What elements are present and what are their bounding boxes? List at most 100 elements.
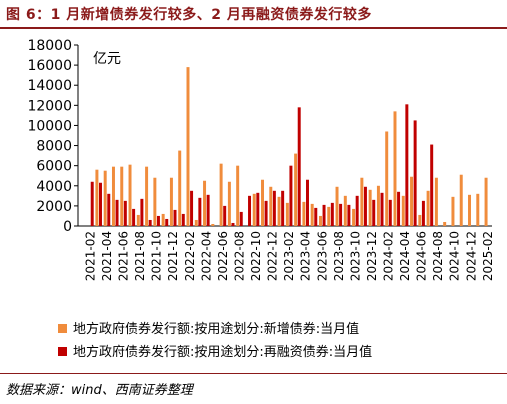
bar-new-bond: [285, 202, 289, 226]
legend-label-new-bond: 地方政府债券发行额:按用途划分:新增债券:当月值: [73, 322, 360, 337]
x-tick-label: 2023-02: [282, 231, 296, 281]
y-tick-label: 14000: [27, 78, 72, 94]
bar-refinance-bond: [430, 144, 434, 226]
bar-new-bond: [434, 177, 438, 226]
bar-new-bond: [161, 213, 165, 226]
bar-refinance-bond: [330, 202, 334, 226]
bar-refinance-bond: [223, 205, 227, 226]
y-tick-label: 8000: [36, 139, 72, 155]
x-tick-label: 2021-12: [166, 231, 180, 281]
legend-item-new-bond: 地方政府债券发行额:按用途划分:新增债券:当月值: [58, 318, 359, 337]
bar-refinance-bond: [306, 179, 309, 226]
bar-refinance-bond: [173, 209, 177, 226]
bar-new-bond: [376, 185, 380, 226]
bar-refinance-bond: [314, 207, 318, 226]
bar-refinance-bond: [206, 194, 210, 226]
bar-refinance-bond: [413, 120, 417, 226]
bar-new-bond: [418, 214, 422, 226]
bar-refinance-bond: [380, 192, 384, 226]
bar-new-bond: [335, 186, 339, 226]
x-tick-label: 2022-10: [249, 231, 263, 281]
bar-refinance-bond: [264, 200, 268, 226]
bar-refinance-bond: [281, 190, 285, 226]
bar-new-bond: [426, 190, 430, 226]
bar-new-bond: [186, 67, 190, 226]
x-tick-label: 2023-08: [332, 231, 346, 281]
bar-refinance-bond: [272, 190, 276, 226]
figure-title: 图 6：1 月新增债券发行较多、2 月再融资债券发行较多: [6, 7, 372, 23]
bar-refinance-bond: [190, 190, 194, 226]
y-tick-label: 18000: [27, 38, 72, 54]
bar-new-bond: [178, 150, 182, 226]
x-tick-label: 2024-10: [448, 231, 462, 281]
bar-refinance-bond: [107, 193, 111, 226]
bar-refinance-bond: [372, 199, 376, 226]
bar-new-bond: [385, 131, 389, 226]
bar-refinance-bond: [132, 208, 136, 226]
bar-new-bond: [401, 195, 405, 226]
bar-refinance-bond: [405, 104, 409, 226]
x-tick-label: 2022-06: [216, 231, 230, 281]
bar-new-bond: [327, 206, 331, 226]
bar-new-bond: [120, 166, 124, 226]
bar-new-bond: [128, 164, 132, 226]
bar-new-bond: [194, 219, 198, 226]
title-rule: [0, 27, 507, 29]
x-tick-label: 2023-10: [348, 231, 362, 281]
bar-new-bond: [236, 165, 240, 226]
bar-refinance-bond: [181, 213, 185, 226]
bar-refinance-bond: [115, 199, 119, 226]
bar-new-bond: [443, 221, 447, 226]
x-tick-label: 2021-10: [150, 231, 164, 281]
y-tick-label: 10000: [27, 118, 72, 134]
x-tick-label: 2024-04: [398, 231, 412, 281]
bar-new-bond: [203, 180, 207, 226]
bar-chart: 0 2000 4000 6000 8000 10000 12000 14000 16000 180…: [27, 38, 495, 281]
bar-new-bond: [352, 208, 356, 226]
bar-refinance-bond: [123, 200, 127, 226]
bar-refinance-bond: [339, 203, 343, 226]
bar-refinance-bond: [347, 204, 351, 226]
bar-new-bond: [310, 203, 314, 226]
bar-refinance-bond: [239, 211, 243, 226]
bottom-rule: [0, 373, 507, 374]
bar-new-bond: [169, 177, 173, 226]
y-tick-label: 0: [63, 219, 72, 235]
bar-refinance-bond: [322, 204, 326, 226]
bar-new-bond: [368, 189, 372, 226]
x-tick-label: 2024-02: [382, 231, 396, 281]
source-note: 数据来源：wind、西南证券整理: [6, 383, 193, 398]
bar-new-bond: [111, 166, 115, 226]
x-tick-label: 2022-02: [183, 231, 197, 281]
x-tick-label: 2023-12: [365, 231, 379, 281]
bar-new-bond: [302, 201, 306, 226]
bar-new-bond: [277, 196, 281, 226]
x-tick-label: 2021-04: [100, 231, 114, 281]
y-tick-label: 4000: [36, 179, 72, 195]
bar-refinance-bond: [256, 192, 260, 226]
x-tick-label: 2022-12: [266, 231, 280, 281]
bar-new-bond: [103, 170, 107, 226]
bar-refinance-bond: [363, 186, 367, 226]
legend-swatch-new-bond: [58, 324, 67, 333]
x-tick-label: 2024-12: [464, 231, 478, 281]
bar-new-bond: [360, 177, 364, 226]
bar-refinance-bond: [99, 182, 102, 226]
bar-new-bond: [393, 111, 397, 226]
x-tick-label: 2021-06: [117, 231, 131, 281]
x-tick-label: 2025-02: [481, 231, 495, 281]
x-tick-label: 2023-04: [299, 231, 313, 281]
bar-new-bond: [318, 215, 322, 226]
bar-new-bond: [136, 214, 140, 226]
legend-label-refinance-bond: 地方政府债券发行额:按用途划分:再融资债券:当月值: [73, 345, 373, 360]
bar-new-bond: [219, 163, 223, 226]
x-tick-label: 2024-06: [415, 231, 429, 281]
bar-new-bond: [153, 177, 157, 226]
legend-swatch-refinance-bond: [58, 347, 67, 356]
bar-new-bond: [227, 181, 231, 226]
bar-new-bond: [484, 177, 488, 226]
bar-new-bond: [95, 169, 99, 226]
bar-refinance-bond: [90, 181, 94, 226]
y-tick-label: 2000: [36, 199, 72, 215]
bar-new-bond: [269, 186, 273, 226]
